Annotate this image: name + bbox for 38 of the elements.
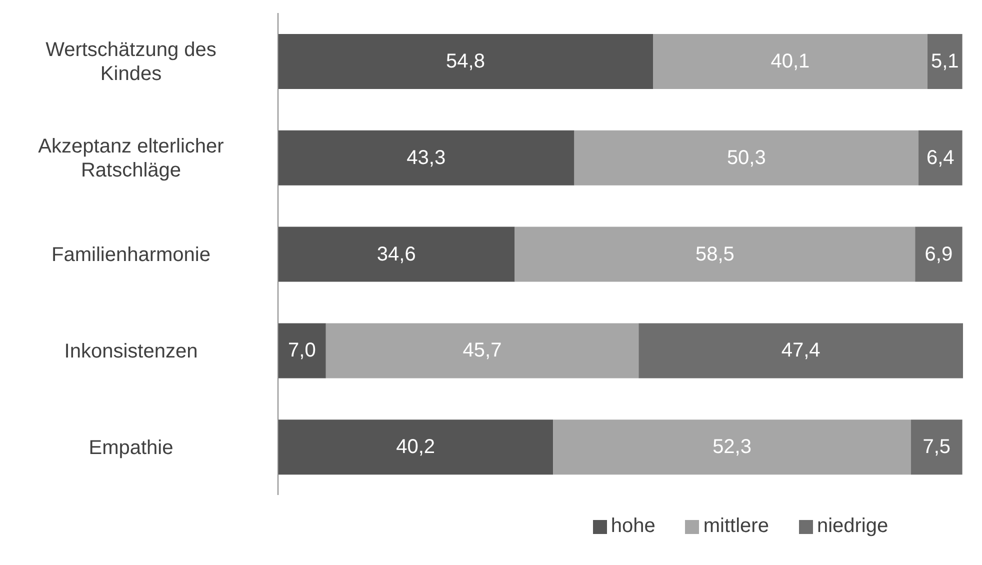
bar [278,226,515,282]
bar [326,323,639,378]
data-label: 50,3 [726,146,766,169]
data-label: 7,0 [288,340,316,362]
data-label: 6,4 [926,146,954,169]
data-label: 40,2 [396,436,436,458]
data-label: 47,4 [781,340,820,362]
y-tick-label: Akzeptanz elterlicher Ratschläge [38,136,224,182]
data-label: 7,5 [922,436,951,458]
bar [910,420,962,475]
bar [553,420,911,475]
data-label: 45,7 [462,340,502,362]
bar [653,34,928,89]
data-label: 34,6 [376,243,416,266]
bar [514,226,916,282]
bar [915,226,962,282]
data-label: 58,5 [695,243,734,266]
bar [927,34,962,89]
data-label: 6,9 [924,243,953,266]
legend-label: mittlere [703,515,769,537]
bar [278,130,574,186]
bar [278,34,654,89]
y-tick-label: Wertschätzung des Kindes [46,39,216,86]
bar [278,323,326,378]
bar [918,130,962,186]
data-label: 5,1 [930,50,959,72]
data-label: 52,3 [712,436,752,458]
y-tick-label: Empathie [88,436,174,459]
y-tick-label: Familienharmonie [52,244,210,266]
y-tick-label: Inkonsistenzen [64,340,198,362]
bar [638,323,963,378]
bar [278,420,554,475]
data-label: 40,1 [770,50,810,72]
data-label: 54,8 [446,50,485,72]
bar [574,130,919,186]
data-label: 43,3 [406,146,446,169]
legend-label: niedrige [816,515,888,537]
legend-label: hohe [610,515,656,537]
